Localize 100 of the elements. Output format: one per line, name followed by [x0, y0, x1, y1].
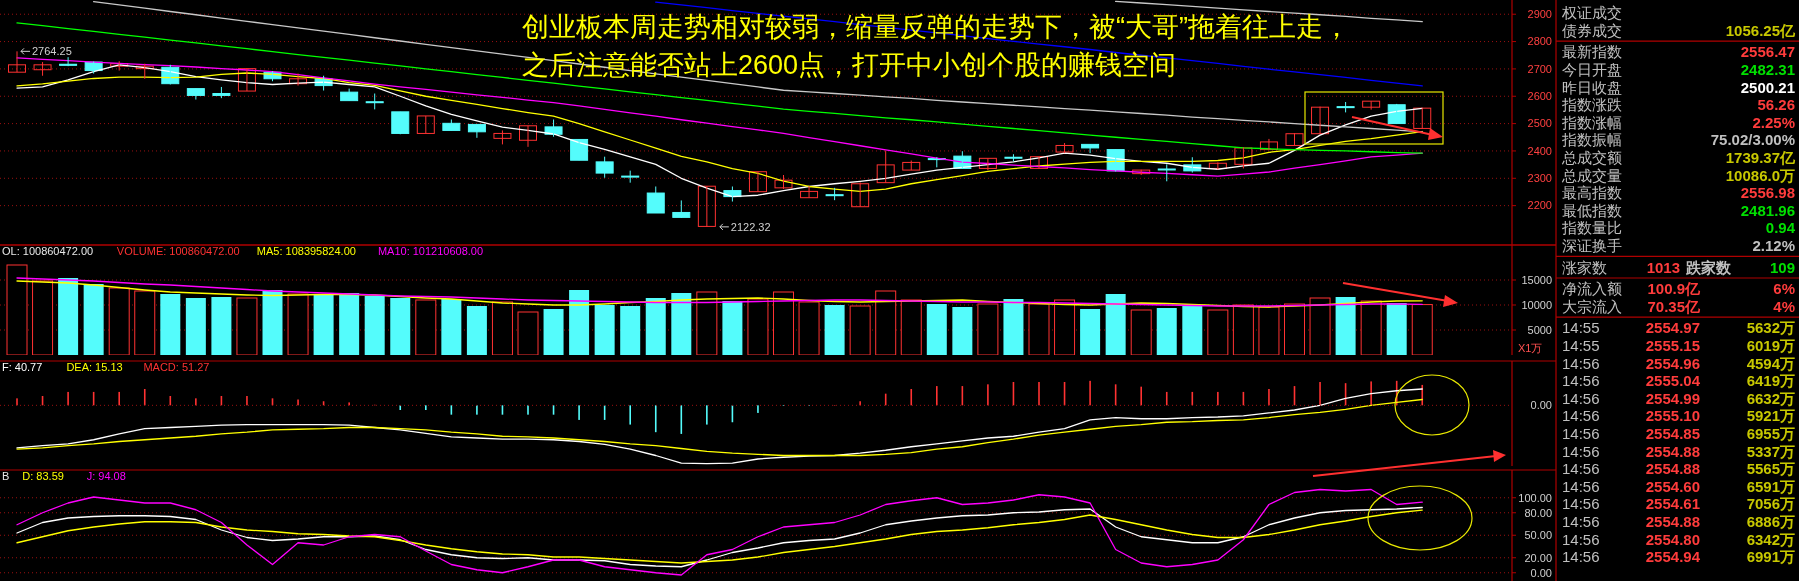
- bar: [1156, 308, 1177, 355]
- candlestick: [237, 67, 256, 92]
- y-tick-label: 50.00: [1524, 529, 1552, 542]
- text: MA5: 108395824.00: [256, 245, 356, 257]
- text: 14:56: [1562, 389, 1600, 407]
- bar: [339, 293, 360, 355]
- text: 14:56: [1562, 495, 1600, 513]
- text: 5632万: [1746, 319, 1795, 337]
- candlestick: [800, 185, 819, 199]
- bar: [671, 293, 692, 355]
- text: VOLUME: 100860472.00: [116, 245, 240, 257]
- candlestick: [1311, 106, 1330, 135]
- candlestick: [416, 115, 435, 134]
- bar: [926, 304, 947, 355]
- bar: [364, 296, 385, 355]
- bar: [211, 297, 232, 355]
- text: DEA: 15.13: [66, 361, 123, 373]
- annotation: OL: 100860472.00: [2, 245, 94, 257]
- bar: [83, 284, 104, 355]
- text: 2556.47: [1740, 43, 1795, 61]
- bar: [952, 307, 973, 355]
- text: 最低指数: [1562, 201, 1622, 219]
- text: 2554.99: [1645, 389, 1700, 407]
- text: 10086.0万: [1725, 166, 1795, 184]
- y-tick-label: 20.00: [1524, 551, 1552, 564]
- candlestick: [697, 185, 716, 228]
- candlestick: [1413, 107, 1432, 130]
- text: 2555.15: [1645, 337, 1700, 354]
- y-tick-label: 0.00: [1530, 566, 1552, 579]
- text: 14:56: [1562, 442, 1600, 460]
- candlestick: [774, 174, 793, 190]
- candlestick: [365, 93, 384, 110]
- bar: [1182, 306, 1203, 355]
- text: 5337万: [1746, 442, 1795, 460]
- candlestick: [1259, 138, 1278, 151]
- line-series: [93, 0, 1423, 133]
- text: 2554.96: [1645, 354, 1700, 372]
- text: 2481.96: [1740, 201, 1795, 219]
- text: 指数量比: [1562, 219, 1622, 237]
- bar: [160, 294, 181, 355]
- text: 2500.21: [1740, 78, 1795, 96]
- text: 14:56: [1562, 530, 1600, 548]
- text: 总成交额: [1562, 149, 1622, 166]
- candlestick: [748, 171, 767, 193]
- text: 2554.85: [1645, 425, 1700, 442]
- bar: [1309, 297, 1331, 355]
- text: 2556.98: [1740, 184, 1795, 202]
- candlestick: [1234, 146, 1253, 169]
- text: 指数涨跌: [1562, 96, 1622, 114]
- line-series: [655, 1, 1423, 87]
- text: 6591万: [1746, 477, 1795, 495]
- bar: [645, 298, 666, 355]
- text: 涨家数: [1562, 258, 1607, 276]
- bar: [6, 264, 28, 355]
- annotation: 2122.32: [730, 220, 771, 233]
- bar: [236, 297, 258, 355]
- text: 0.94: [1765, 219, 1795, 237]
- text: 14:55: [1562, 337, 1600, 354]
- text: 14:56: [1562, 425, 1600, 442]
- text: 指数涨幅: [1562, 113, 1622, 131]
- bar: [1411, 304, 1433, 355]
- y-axis-title: X1万: [1518, 342, 1543, 354]
- bar: [58, 278, 79, 355]
- candlestick: [442, 118, 461, 131]
- bar: [1080, 309, 1101, 355]
- text: 大宗流入: [1562, 297, 1622, 315]
- candlestick: [33, 61, 52, 77]
- bar: [1105, 294, 1126, 355]
- bar: [1360, 300, 1382, 355]
- candlestick: [595, 156, 614, 179]
- candlestick: [1157, 163, 1176, 182]
- bar: [1258, 306, 1280, 355]
- y-tick-label: 2400: [1527, 144, 1552, 157]
- candlestick: [646, 185, 665, 214]
- text: 6%: [1773, 280, 1795, 298]
- candlestick: [289, 73, 308, 87]
- bar: [1335, 297, 1356, 355]
- bar: [287, 293, 309, 355]
- text: 6419万: [1746, 372, 1795, 390]
- text: 跌家数: [1686, 258, 1731, 276]
- text: 1739.37亿: [1725, 149, 1795, 166]
- text: 4594万: [1746, 354, 1795, 372]
- candlestick: [212, 86, 231, 99]
- text: 指数振幅: [1562, 131, 1622, 149]
- series-label: MACD: 51.27: [143, 361, 210, 373]
- text: 昨日收盘: [1562, 78, 1622, 96]
- bar: [185, 298, 206, 355]
- text: 2554.80: [1645, 530, 1700, 548]
- candlestick: [825, 187, 844, 201]
- bar: [1028, 303, 1050, 355]
- bar: [594, 305, 615, 355]
- bar: [517, 311, 539, 355]
- bar: [722, 301, 743, 355]
- text: D: 83.59: [22, 470, 64, 482]
- bar: [696, 291, 718, 355]
- y-tick-label: 100.00: [1518, 491, 1552, 504]
- text: 14:56: [1562, 354, 1600, 372]
- bar: [262, 290, 283, 355]
- text: 14:56: [1562, 460, 1600, 478]
- bar: [1207, 309, 1229, 355]
